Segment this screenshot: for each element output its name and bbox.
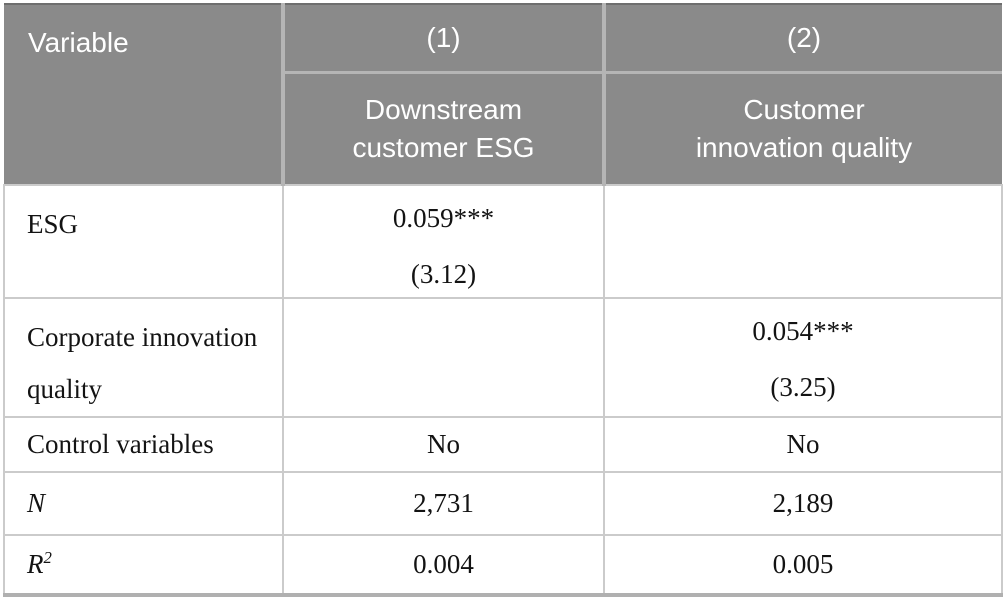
table-header: Variable (1) (2) Downstream customer ESG… [4,3,1002,185]
row-label-corporate-innovation-quality: Corporate innovation quality [3,297,284,418]
ciq-model1-cell [282,297,605,418]
controls-model1-cell: No [282,416,605,473]
r-symbol: R [27,549,44,579]
row-label-esg: ESG [3,184,284,299]
coefficient-value: 0.054*** [752,316,854,346]
r2-model1-cell: 0.004 [282,534,605,597]
ciq-model2-cell: 0.054*** (3.25) [603,297,1003,418]
n-symbol: N [27,488,46,518]
r2-model2-cell: 0.005 [603,534,1003,597]
row-label-n: N [3,471,284,536]
n-model1-cell: 2,731 [282,471,605,536]
model-1-number-header: (1) [281,3,604,73]
model-2-number-header: (2) [602,3,1002,73]
row-label-r-squared: R2 [3,534,284,597]
n-model2-cell: 2,189 [603,471,1003,536]
header-row-model-titles: Downstream customer ESG Customer innovat… [4,71,1002,185]
regression-table: Variable (1) (2) Downstream customer ESG… [3,3,1003,597]
table-row-esg: ESG 0.059*** (3.12) [3,184,1003,299]
coefficient-value: 0.059*** [392,203,495,233]
model-2-title-header: Customer innovation quality [602,71,1002,185]
r-squared-exponent: 2 [43,548,52,567]
table-row-corporate-innovation-quality: Corporate innovation quality 0.054*** (3… [3,297,1003,418]
controls-model2-cell: No [603,416,1003,473]
table-row-r-squared: R2 0.004 0.005 [3,534,1003,597]
header-row-model-numbers: Variable (1) (2) [4,3,1002,185]
table-row-n: N 2,731 2,189 [3,471,1003,536]
tstat-value: (3.12) [410,259,477,289]
table-row-control-variables: Control variables No No [3,416,1003,473]
row-label-control-variables: Control variables [3,416,284,473]
variable-column-header: Variable [4,3,283,185]
table-body: ESG 0.059*** (3.12) Corporate innovation… [3,184,1003,597]
esg-model1-cell: 0.059*** (3.12) [282,184,605,299]
tstat-value: (3.25) [770,372,836,402]
esg-model2-cell [603,184,1003,299]
model-1-title-header: Downstream customer ESG [281,71,604,185]
